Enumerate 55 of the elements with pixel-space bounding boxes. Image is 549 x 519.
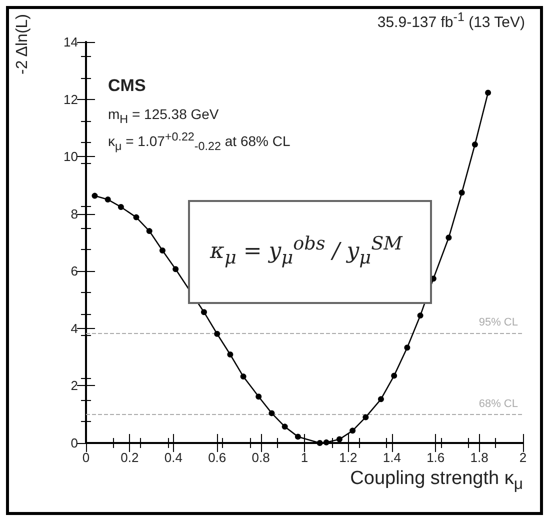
- x-tick-label: 2: [519, 450, 527, 465]
- point: [240, 374, 246, 380]
- x-axis-title: Coupling strength κ$_{μ}$: [350, 468, 523, 494]
- y-tick-label: 0: [70, 436, 78, 450]
- point: [159, 248, 166, 254]
- point: [323, 439, 330, 446]
- x-tick-label: 1: [300, 450, 308, 465]
- point: [391, 372, 398, 379]
- text: 35.9-137 fb$^{-1}$ (13 TeV): [377, 10, 525, 31]
- point: [200, 309, 207, 316]
- point: [118, 204, 124, 210]
- point: [350, 428, 356, 434]
- annotation: m$_{H}$ = 125.38 GeV: [108, 106, 219, 126]
- y-axis-title: -2 Δln(L): [14, 14, 32, 74]
- point: [133, 214, 140, 220]
- point: [104, 196, 111, 203]
- x-tick-label: 0: [82, 450, 90, 465]
- point: [446, 234, 452, 241]
- y-tick-label: 6: [70, 264, 78, 279]
- x-tick-label: 1.2: [339, 450, 358, 465]
- point: [227, 351, 234, 358]
- point: [256, 394, 262, 400]
- point: [214, 330, 220, 337]
- point: [282, 424, 288, 430]
- ref-line-label: 68% CL: [478, 398, 518, 410]
- point: [485, 90, 492, 96]
- point: [294, 434, 301, 440]
- point: [268, 410, 275, 416]
- y-tick-label: 10: [64, 149, 78, 164]
- y-tick-label: 2: [70, 378, 78, 394]
- x-tick-label: 0.6: [208, 450, 226, 465]
- point: [472, 142, 478, 148]
- y-tick-label: 14: [64, 34, 78, 50]
- x-tick-label: 1.6: [426, 450, 445, 465]
- annotation: CMS: [108, 76, 146, 95]
- point: [417, 312, 424, 319]
- point: [92, 192, 98, 199]
- x-tick-label: 0.2: [120, 450, 139, 465]
- point: [458, 190, 465, 196]
- y-tick-label: 8: [70, 206, 78, 222]
- point: [146, 228, 152, 234]
- y-tick-label: 4: [70, 320, 78, 336]
- point: [172, 266, 179, 272]
- x-tick-label: 0.8: [252, 450, 270, 465]
- point: [378, 396, 384, 402]
- point: [404, 344, 410, 351]
- ref-line-label: 95% CL: [478, 316, 518, 329]
- point: [316, 440, 323, 446]
- point: [336, 436, 342, 442]
- annotation: κ$_{μ}$ = 1.07$^{+0.22}$$_{-0.22}$ at 68% CL: [108, 130, 290, 152]
- x-tick-label: 1.4: [382, 450, 401, 465]
- x-tick-label: 0.4: [164, 450, 182, 465]
- point: [362, 414, 369, 420]
- x-tick-label: 1.8: [470, 450, 488, 465]
- y-tick-label: 12: [64, 92, 78, 107]
